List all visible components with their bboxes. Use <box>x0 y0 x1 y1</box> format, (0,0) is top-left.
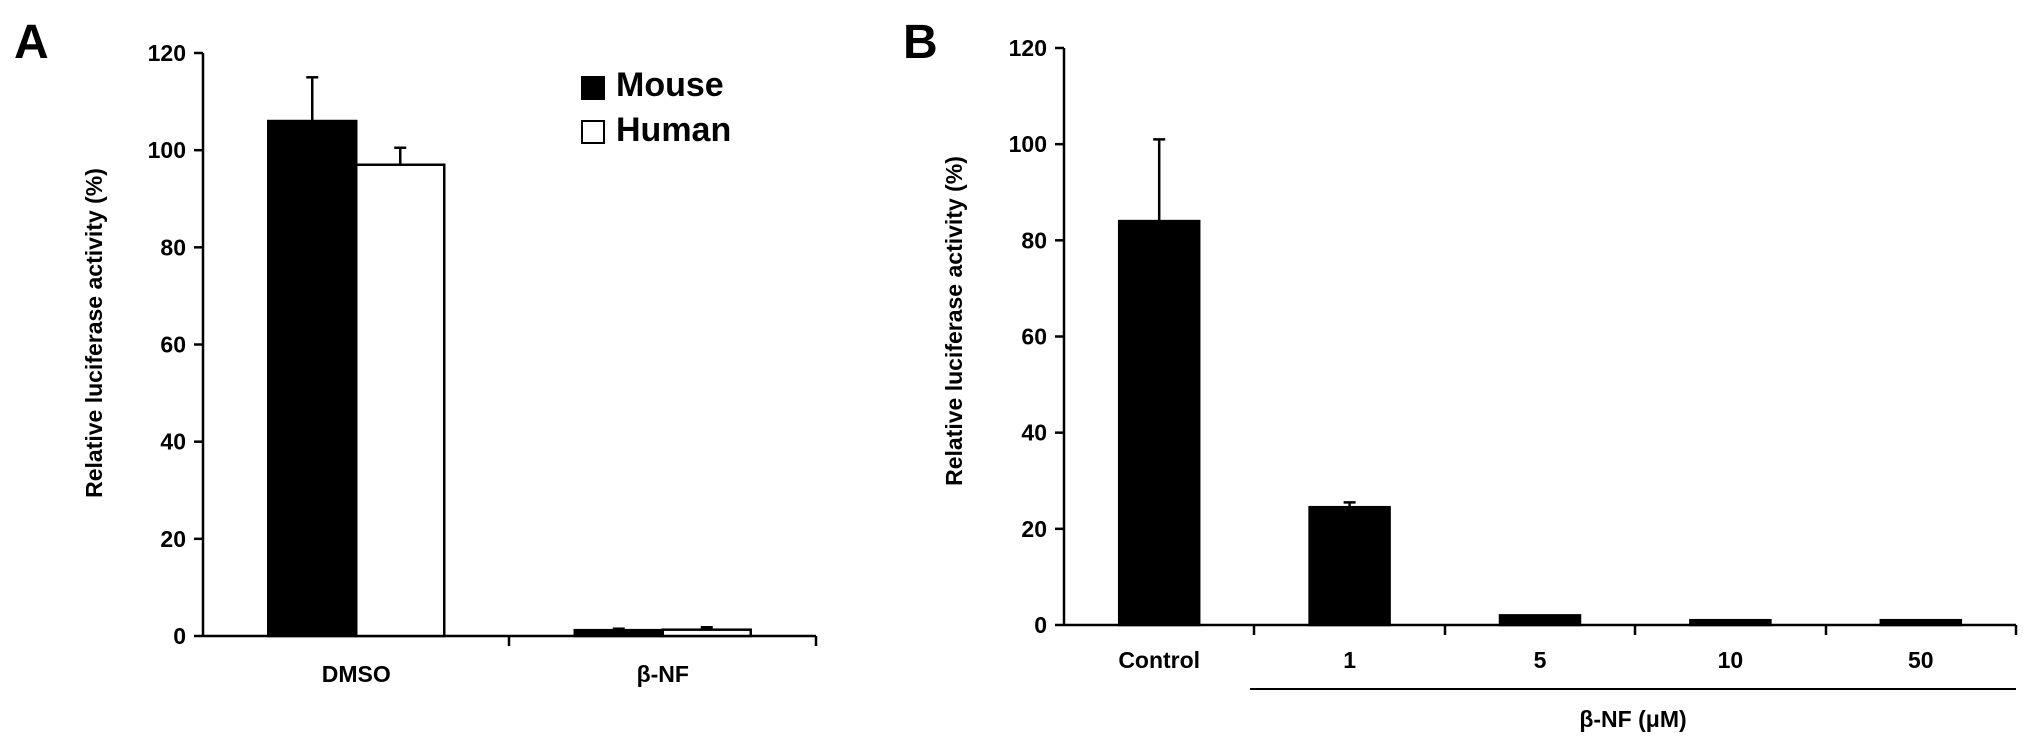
panel-b-bar <box>1308 505 1391 627</box>
panel-a-y-tick-label: 80 <box>160 234 186 260</box>
panel-b-y-tick-label: 40 <box>1021 420 1047 446</box>
panel-b-category-label: Control <box>1118 647 1200 673</box>
panel-a-y-tick-label: 20 <box>160 526 186 552</box>
panel-b-bar <box>1879 618 1963 627</box>
legend-label-human: Human <box>616 111 731 149</box>
panel-b-category-labels: Control 1 5 10 50 <box>1118 647 1933 673</box>
legend-label-mouse: Mouse <box>616 66 724 104</box>
panel-a-bar <box>355 163 446 638</box>
panel-a-category-label: DMSO <box>322 661 391 687</box>
panel-b-y-axis-label: Relative luciferase activity (%) <box>941 156 967 486</box>
panel-b-y-tick-label: 60 <box>1021 324 1047 350</box>
legend-swatch-mouse <box>581 76 605 100</box>
panel-a-y-axis-label: Relative luciferase activity (%) <box>81 168 107 498</box>
panel-a-bar <box>573 628 664 638</box>
panel-b-bar <box>1498 614 1582 627</box>
panel-a-y-tick-label: 40 <box>160 429 186 455</box>
panel-b-y-tick-label: 0 <box>1034 612 1047 638</box>
panel-b-category-label: 50 <box>1908 647 1934 673</box>
panel-b-x-axis-label: β-NF (μM) <box>1579 706 1686 732</box>
panel-a-y-tick-label: 0 <box>173 623 186 649</box>
panel-b-y-tick-label: 120 <box>1009 35 1047 61</box>
panel-a-y-tick-label: 120 <box>148 40 186 66</box>
panel-b-letter: B <box>903 16 938 69</box>
panel-b-bar <box>1117 219 1201 627</box>
legend-swatch-human <box>581 120 605 144</box>
panel-a-bars <box>267 76 752 638</box>
panel-a-bar <box>661 628 752 638</box>
panel-b-y-ticks: 0 20 40 60 80 100 120 <box>1009 35 2018 638</box>
panel-b-y-tick-label: 100 <box>1009 131 1047 157</box>
panel-b-y-tick-label: 20 <box>1021 516 1047 542</box>
panel-a-y-tick-label: 60 <box>160 332 186 358</box>
panel-b-bar <box>1689 618 1772 627</box>
panel-b-category-label: 5 <box>1534 647 1547 673</box>
panel-b-bars <box>1117 138 1963 627</box>
panel-a-y-tick-label: 100 <box>148 137 186 163</box>
panel-b: B Relative luciferase activity (%) 0 20 40… <box>903 16 2018 732</box>
panel-a-legend: Mouse Human <box>581 66 731 149</box>
panel-a: A Relative luciferase activity (%) 0 20 40… <box>14 16 818 687</box>
panel-b-category-label: 1 <box>1343 647 1356 673</box>
panel-a-y-ticks: 0 20 40 60 80 100 120 <box>148 40 818 649</box>
panel-b-y-tick-label: 80 <box>1021 227 1047 253</box>
panel-a-letter: A <box>14 16 49 69</box>
panel-a-category-label: β-NF <box>637 661 689 687</box>
panel-b-category-label: 10 <box>1718 647 1744 673</box>
panel-a-bar <box>267 119 358 638</box>
panel-a-category-labels: DMSO β-NF <box>322 661 689 687</box>
